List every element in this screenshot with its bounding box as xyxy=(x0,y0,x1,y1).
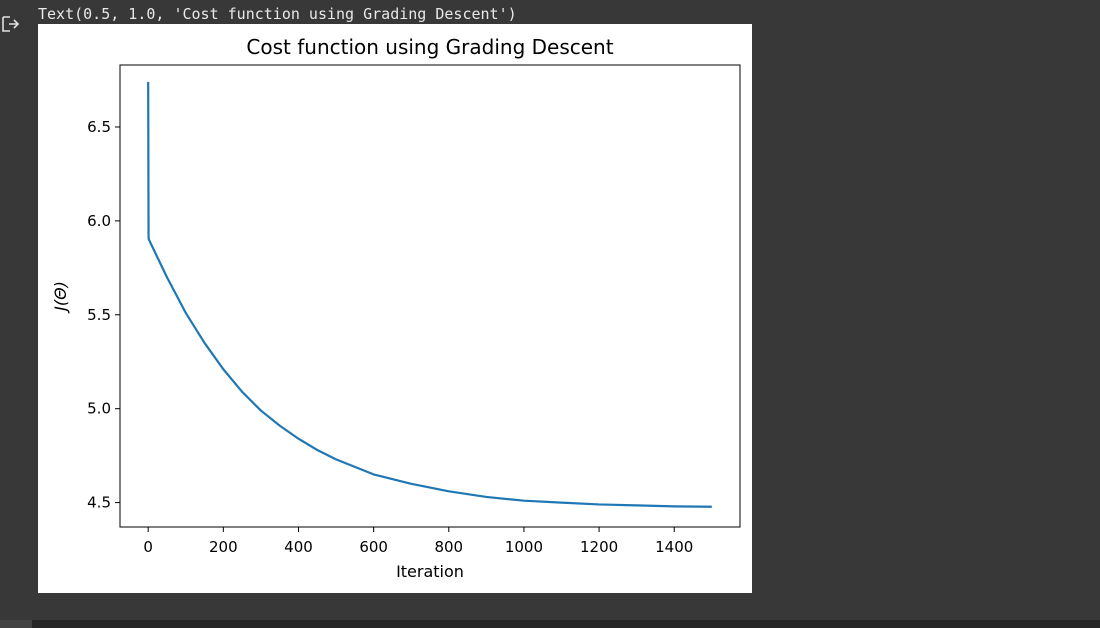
output-arrow-icon xyxy=(0,14,22,34)
cell-output-text: Text(0.5, 1.0, 'Cost function using Grad… xyxy=(38,5,517,23)
series-layer xyxy=(147,81,712,508)
chart-title: Cost function using Grading Descent xyxy=(246,35,613,59)
chart-figure: Cost function using Grading Descent Iter… xyxy=(38,24,752,593)
x-tick-label: 200 xyxy=(209,538,238,556)
plot-area xyxy=(119,64,741,528)
x-axis-label: Iteration xyxy=(396,562,464,581)
y-tick-label: 5.0 xyxy=(87,400,111,418)
x-tick-label: 1400 xyxy=(655,538,693,556)
scrollbar-thumb[interactable] xyxy=(0,620,32,628)
x-tick-label: 400 xyxy=(284,538,313,556)
y-tick-label: 6.5 xyxy=(87,118,111,136)
y-axis-ticks: 4.5 5.0 5.5 6.0 6.5 xyxy=(87,118,120,512)
cost-series-line xyxy=(147,81,712,508)
y-tick-label: 5.5 xyxy=(87,306,111,324)
cost-function-chart: Cost function using Grading Descent Iter… xyxy=(51,35,741,581)
y-tick-label: 6.0 xyxy=(87,212,111,230)
x-axis-ticks: 0 200 400 600 800 1000 1200 1400 xyxy=(143,527,693,556)
bottom-scrollbar[interactable] xyxy=(0,620,1100,628)
y-tick-label: 4.5 xyxy=(87,494,111,512)
y-axis-label: J(Θ) xyxy=(51,281,70,314)
x-tick-label: 1200 xyxy=(580,538,618,556)
x-tick-label: 600 xyxy=(359,538,388,556)
x-tick-label: 800 xyxy=(434,538,463,556)
x-tick-label: 1000 xyxy=(505,538,543,556)
x-tick-label: 0 xyxy=(143,538,153,556)
